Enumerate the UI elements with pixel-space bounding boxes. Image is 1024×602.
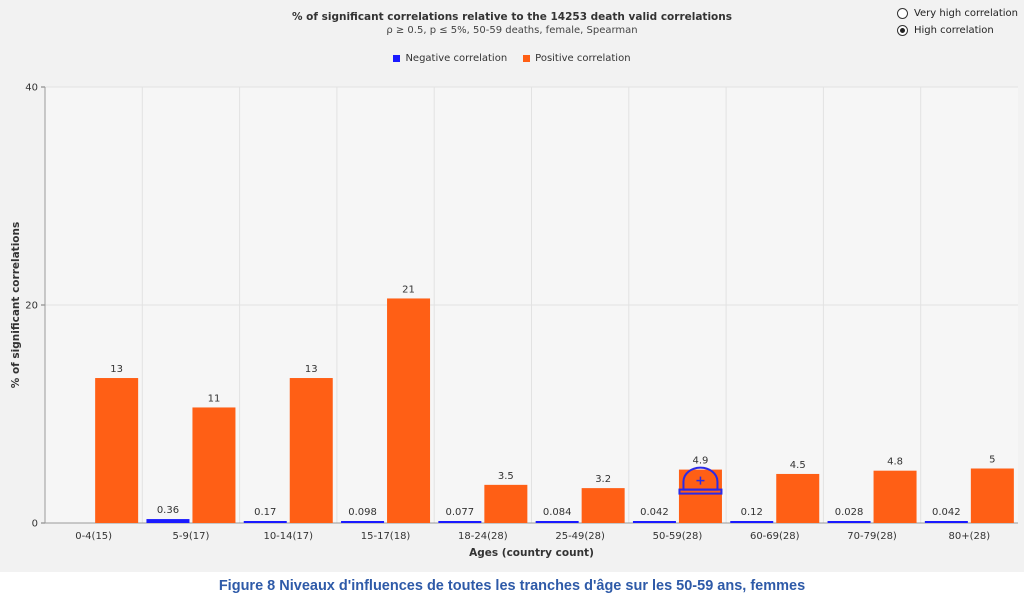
- chart-panel: % of significant correlations relative t…: [0, 0, 1024, 572]
- legend: Negative correlation Positive correlatio…: [0, 53, 1024, 64]
- bar-negative: [438, 521, 482, 523]
- bar-negative: [535, 521, 579, 523]
- data-label-positive: 13: [110, 364, 123, 375]
- y-tick-label: 0: [32, 519, 38, 530]
- data-label-negative: 0.098: [348, 507, 377, 518]
- figure-caption: Figure 8 Niveaux d'influences de toutes …: [218, 578, 806, 594]
- legend-swatch-negative: [393, 55, 401, 62]
- x-tick-label: 60-69(28): [750, 531, 800, 542]
- bar-chart: 0 20 40 13 0-4(15) 0.36 11 5-9(17) 0.17 13 10-14(1…: [10, 83, 1018, 559]
- y-tick-label: 40: [25, 83, 38, 94]
- chart-subtitle: ρ ≥ 0.5, p ≤ 5%, 50-59 deaths, female, S…: [386, 25, 638, 36]
- x-tick-label: 80+(28): [949, 531, 991, 542]
- y-tick-label: 20: [25, 301, 38, 312]
- hover-marker-icon: [678, 466, 723, 495]
- hover-marker-base: [678, 488, 723, 495]
- bar-negative: [730, 521, 774, 523]
- radio-label-high: High correlation: [913, 25, 994, 36]
- data-label-positive: 21: [402, 284, 415, 295]
- bar-positive: [581, 488, 625, 523]
- data-label-positive: 3.2: [595, 474, 611, 485]
- bar-positive: [484, 484, 528, 523]
- x-tick-label: 50-59(28): [653, 531, 703, 542]
- legend-item-positive[interactable]: Positive correlation: [523, 53, 631, 64]
- bar-positive: [95, 378, 139, 523]
- data-label-negative: 0.36: [157, 505, 179, 516]
- radio-option-very-high[interactable]: Very high correlation: [896, 5, 1018, 22]
- data-label-negative: 0.17: [254, 507, 276, 518]
- bar-positive: [873, 470, 917, 523]
- x-tick-label: 18-24(28): [458, 531, 508, 542]
- data-label-positive: 4.8: [887, 457, 903, 468]
- y-axis-title: % of significant correlations: [10, 222, 22, 388]
- bar-positive: [289, 378, 333, 523]
- data-label-positive: 4.9: [692, 456, 708, 467]
- legend-item-negative[interactable]: Negative correlation: [393, 53, 507, 64]
- x-tick-label: 10-14(17): [263, 531, 313, 542]
- x-tick-label: 25-49(28): [555, 531, 605, 542]
- radio-option-high[interactable]: High correlation: [896, 22, 1018, 39]
- bar-negative: [924, 521, 968, 523]
- data-label-positive: 11: [208, 393, 221, 404]
- data-label-negative: 0.077: [446, 507, 475, 518]
- bar-negative: [827, 521, 871, 523]
- radio-label-very-high: Very high correlation: [913, 8, 1018, 19]
- legend-label-positive: Positive correlation: [535, 53, 631, 64]
- bar-negative: [341, 521, 385, 523]
- x-tick-label: 15-17(18): [361, 531, 411, 542]
- x-tick-label: 70-79(28): [847, 531, 897, 542]
- data-label-positive: 3.5: [498, 471, 514, 482]
- data-label-negative: 0.12: [741, 507, 763, 518]
- data-label-positive: 13: [305, 364, 318, 375]
- bar-negative: [146, 519, 190, 523]
- bar-positive: [970, 468, 1014, 523]
- data-label-negative: 0.028: [835, 507, 864, 518]
- data-label-positive: 4.5: [790, 460, 806, 471]
- data-label-negative: 0.084: [543, 507, 572, 518]
- legend-swatch-positive: [523, 55, 531, 62]
- chart-title: % of significant correlations relative t…: [291, 11, 732, 23]
- data-label-positive: 5: [989, 455, 995, 466]
- x-tick-label: 0-4(15): [75, 531, 112, 542]
- bar-negative: [632, 521, 676, 523]
- x-axis-title: Ages (country count): [469, 547, 594, 559]
- data-label-negative: 0.042: [640, 507, 669, 518]
- legend-label-negative: Negative correlation: [405, 53, 508, 64]
- correlation-level-radio-group: Very high correlation High correlation: [896, 5, 1018, 39]
- hover-marker-dome: [682, 466, 719, 491]
- bar-positive: [192, 407, 236, 523]
- data-label-negative: 0.042: [932, 507, 961, 518]
- radio-button-high[interactable]: [896, 25, 908, 36]
- bar-positive: [387, 298, 431, 523]
- x-tick-label: 5-9(17): [173, 531, 210, 542]
- radio-button-very-high[interactable]: [896, 8, 908, 19]
- bar-positive: [776, 473, 820, 523]
- bar-negative: [243, 521, 287, 523]
